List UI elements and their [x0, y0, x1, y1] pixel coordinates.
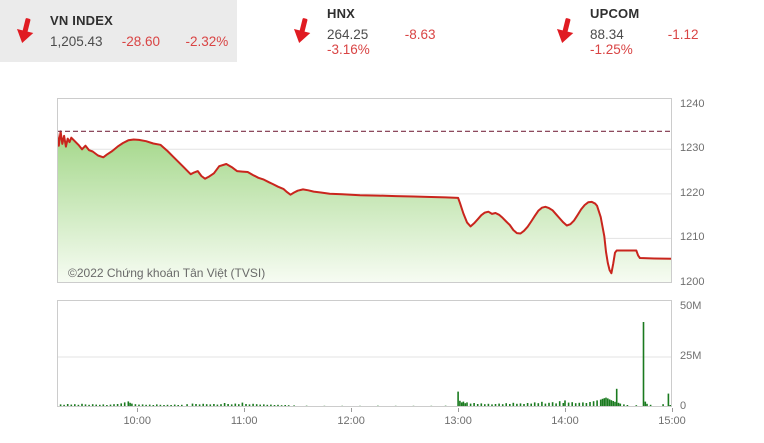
x-axis-tick — [244, 408, 246, 412]
intraday-chart-zone: 1240 1230 1220 1210 1200 50M 25M 0 10:00 11:00 12:… — [0, 62, 764, 443]
index-name: HNX — [327, 5, 356, 21]
x-axis-label: 12:00 — [337, 415, 365, 427]
index-name: VN INDEX — [50, 13, 114, 28]
volume-y-axis-label: 50M — [680, 300, 702, 312]
ticker-vn-index[interactable]: VN INDEX 1,205.43 -28.60 -2.32% — [0, 0, 237, 62]
index-change-pct: -1.25% — [590, 41, 633, 57]
ticker-hnx[interactable]: HNX 264.25 -8.63 -3.16% — [237, 0, 500, 62]
price-area-chart — [57, 98, 672, 283]
x-axis-tick — [137, 408, 139, 412]
down-arrow-icon — [285, 14, 319, 48]
index-value: 264.25 — [327, 26, 369, 42]
index-change: -1.12 — [667, 26, 699, 42]
price-y-axis-label: 1200 — [680, 276, 705, 288]
market-indices-bar: VN INDEX 1,205.43 -28.60 -2.32% HNX 264.… — [0, 0, 764, 63]
volume-bar-chart — [57, 300, 672, 407]
price-y-axis-label: 1230 — [680, 142, 705, 155]
x-axis-label: 13:00 — [444, 415, 472, 427]
index-value: 1,205.43 — [50, 34, 103, 49]
x-axis-tick — [458, 408, 460, 412]
price-y-axis-label: 1220 — [680, 186, 705, 199]
x-axis-tick — [565, 408, 567, 412]
watermark: ©2022 Chứng khoán Tân Việt (TVSI) — [68, 266, 266, 280]
x-axis-tick — [672, 408, 673, 412]
index-value: 88.34 — [590, 26, 624, 42]
x-axis-label: 10:00 — [123, 415, 151, 427]
down-arrow-icon — [548, 14, 582, 48]
index-change-pct: -2.32% — [185, 34, 229, 49]
volume-y-axis-label: 25M — [680, 350, 702, 362]
index-name: UPCOM — [590, 5, 640, 21]
price-y-axis-label: 1240 — [680, 97, 705, 110]
x-axis-label: 15:00 — [658, 415, 686, 427]
index-change: -8.63 — [404, 26, 436, 42]
down-arrow-icon — [8, 14, 42, 48]
x-axis-label: 14:00 — [551, 415, 579, 427]
index-change-pct: -3.16% — [327, 41, 370, 57]
x-axis-tick — [351, 408, 353, 412]
index-change: -28.60 — [121, 34, 161, 49]
x-axis-label: 11:00 — [230, 415, 258, 427]
price-y-axis-label: 1210 — [680, 231, 705, 244]
volume-y-axis-label: 0 — [680, 400, 687, 412]
ticker-upcom[interactable]: UPCOM 88.34 -1.12 -1.25% — [500, 0, 764, 62]
